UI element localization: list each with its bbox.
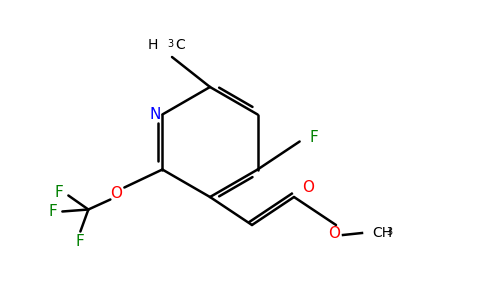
Text: 3: 3 [386, 227, 392, 237]
Text: F: F [55, 185, 64, 200]
Text: C: C [175, 38, 185, 52]
Text: F: F [76, 234, 85, 249]
Text: F: F [310, 130, 318, 145]
Text: O: O [110, 186, 122, 201]
Text: F: F [49, 204, 58, 219]
Text: O: O [302, 179, 314, 194]
Text: N: N [150, 107, 161, 122]
Text: 3: 3 [167, 39, 173, 49]
Text: H: H [148, 38, 158, 52]
Text: CH: CH [372, 226, 392, 240]
Text: O: O [328, 226, 340, 241]
